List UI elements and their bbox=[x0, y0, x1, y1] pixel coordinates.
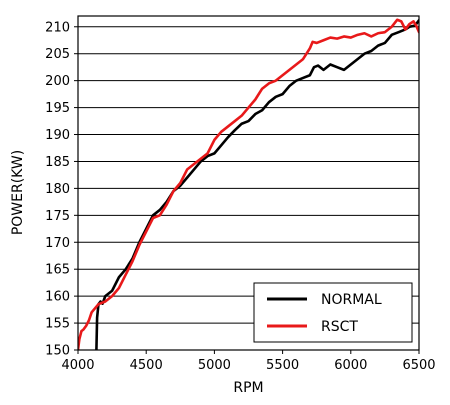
tick-labels: 150 155 160 165 170 175 180 185 190 195 200 205 210 4… bbox=[45, 20, 435, 373]
chart-legend: NORMAL RSCT bbox=[253, 282, 413, 343]
data-series bbox=[78, 18, 419, 350]
y-axis-label: POWER(KW) bbox=[10, 150, 26, 235]
series-line-normal bbox=[95, 19, 419, 350]
y-tick-label: 190 bbox=[45, 128, 70, 143]
plot-frame bbox=[77, 15, 420, 351]
x-tick-label: 6500 bbox=[402, 358, 435, 373]
y-tick-label: 160 bbox=[45, 290, 70, 305]
y-tick-label: 175 bbox=[45, 209, 70, 224]
x-tick-label: 6000 bbox=[334, 358, 367, 373]
legend-box bbox=[253, 282, 413, 343]
y-tick-label: 155 bbox=[45, 317, 70, 332]
legend-label-rsct: RSCT bbox=[321, 319, 358, 335]
x-tick-label: 5000 bbox=[198, 358, 231, 373]
y-tick-label: 185 bbox=[45, 155, 70, 170]
x-tick-label: 4500 bbox=[130, 358, 163, 373]
y-tick-label: 150 bbox=[45, 344, 70, 359]
y-tick-label: 205 bbox=[45, 47, 70, 62]
y-tick-label: 165 bbox=[45, 263, 70, 278]
y-tick-label: 210 bbox=[45, 20, 70, 35]
x-tick-label: 5500 bbox=[266, 358, 299, 373]
y-tick-label: 170 bbox=[45, 236, 70, 251]
legend-label-normal: NORMAL bbox=[321, 292, 382, 308]
x-axis-label: RPM bbox=[233, 380, 263, 396]
series-line-rsct bbox=[78, 18, 419, 350]
x-tick-label: 4000 bbox=[61, 358, 94, 373]
y-tick-label: 180 bbox=[45, 182, 70, 197]
axes bbox=[77, 15, 420, 351]
y-tick-label: 195 bbox=[45, 101, 70, 116]
y-tick-label: 200 bbox=[45, 74, 70, 89]
